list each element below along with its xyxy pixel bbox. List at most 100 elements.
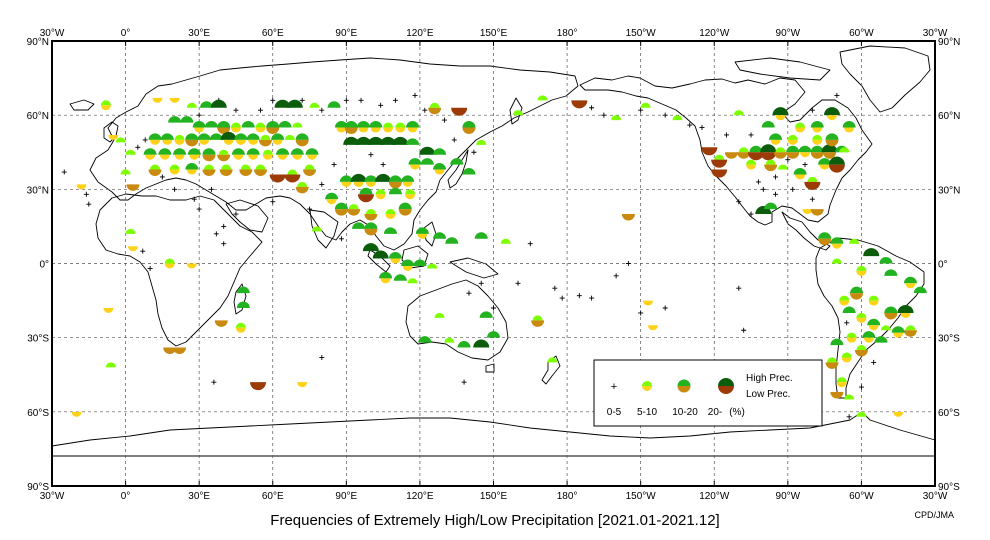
plus-marker: [871, 359, 877, 365]
station-marker: [372, 250, 389, 259]
lon-tick-label: 120°E: [406, 28, 434, 39]
low-half: [571, 100, 588, 109]
high-half: [246, 133, 260, 140]
high-half: [297, 181, 308, 187]
high-half: [846, 332, 857, 338]
station-marker: [186, 102, 197, 108]
high-half: [749, 145, 763, 153]
low-half: [810, 209, 824, 216]
plus-marker: [299, 97, 305, 103]
station-marker: [856, 312, 867, 323]
station-marker: [204, 121, 218, 128]
station-marker: [531, 315, 545, 327]
high-half: [160, 133, 174, 140]
station-marker: [143, 148, 157, 160]
low-half: [126, 184, 140, 191]
low-half: [737, 152, 751, 159]
high-half: [168, 116, 182, 123]
station-marker: [434, 312, 445, 318]
high-half: [884, 269, 898, 276]
station-marker: [433, 163, 447, 175]
station-marker: [415, 227, 429, 239]
station-marker: [125, 228, 136, 234]
high-half: [309, 102, 320, 108]
station-marker: [787, 134, 798, 145]
low-half: [863, 337, 874, 343]
station-marker: [786, 145, 800, 159]
station-marker: [746, 159, 757, 170]
low-half: [169, 169, 180, 175]
high-half: [842, 121, 856, 128]
plus-marker: [687, 122, 693, 128]
plus-marker: [135, 144, 141, 150]
station-marker: [398, 202, 412, 216]
plus-marker: [380, 162, 386, 168]
africa-coast: [95, 193, 263, 347]
high-half: [836, 377, 847, 383]
high-half: [849, 238, 860, 244]
station-marker: [284, 134, 295, 140]
station-marker: [164, 258, 175, 269]
station-marker: [724, 152, 738, 159]
high-half: [903, 276, 917, 284]
station-marker: [711, 154, 728, 168]
high-half: [186, 102, 197, 108]
station-marker: [839, 147, 850, 153]
lon-tick-label: 120°W: [699, 491, 730, 502]
station-marker: [474, 232, 488, 239]
high-half: [830, 338, 844, 346]
station-marker: [219, 164, 233, 177]
low-half: [764, 164, 778, 172]
high-half: [200, 101, 214, 108]
legend-bin-0: 0-5: [607, 407, 622, 418]
high-half: [192, 121, 206, 128]
station-marker: [209, 133, 223, 140]
high-half: [100, 100, 111, 106]
low-half: [903, 330, 917, 337]
station-marker: [120, 169, 131, 175]
low-half: [364, 214, 378, 221]
low-half: [462, 127, 476, 135]
low-half: [194, 127, 205, 133]
low-half: [795, 174, 806, 180]
high-half: [513, 110, 524, 116]
legend-bin-1: 5-10: [637, 407, 657, 418]
high-half: [444, 337, 455, 343]
philippines-coast: [423, 221, 437, 247]
station-marker: [863, 248, 880, 257]
high-half: [867, 318, 881, 326]
station-marker: [856, 265, 867, 276]
high-half: [348, 204, 359, 210]
low-half: [770, 139, 781, 145]
plus-marker: [625, 261, 631, 266]
low-half: [701, 147, 718, 156]
plus-marker: [748, 211, 754, 217]
low-half: [103, 308, 114, 313]
low-half: [269, 174, 286, 183]
plus-marker: [802, 162, 808, 168]
plus-marker: [809, 196, 815, 202]
high-half: [221, 164, 232, 170]
low-half: [810, 152, 824, 159]
high-half: [850, 286, 864, 294]
low-half: [189, 154, 200, 160]
high-half: [355, 136, 372, 145]
station-marker: [108, 134, 119, 140]
low-half: [786, 152, 800, 159]
lon-tick-label: 30°W: [923, 28, 948, 39]
high-half: [487, 331, 500, 338]
high-half: [385, 209, 396, 215]
high-half: [457, 341, 471, 348]
low-half: [334, 209, 348, 216]
station-marker: [420, 158, 434, 165]
low-half: [233, 154, 244, 160]
high-half: [375, 189, 386, 195]
low-half: [410, 164, 421, 170]
station-marker: [405, 189, 416, 200]
plus-marker: [559, 295, 565, 301]
station-marker: [830, 392, 844, 399]
north-america-coast: [579, 75, 873, 226]
high-half: [292, 122, 303, 128]
low-half: [214, 320, 228, 327]
plus-marker: [662, 305, 668, 311]
